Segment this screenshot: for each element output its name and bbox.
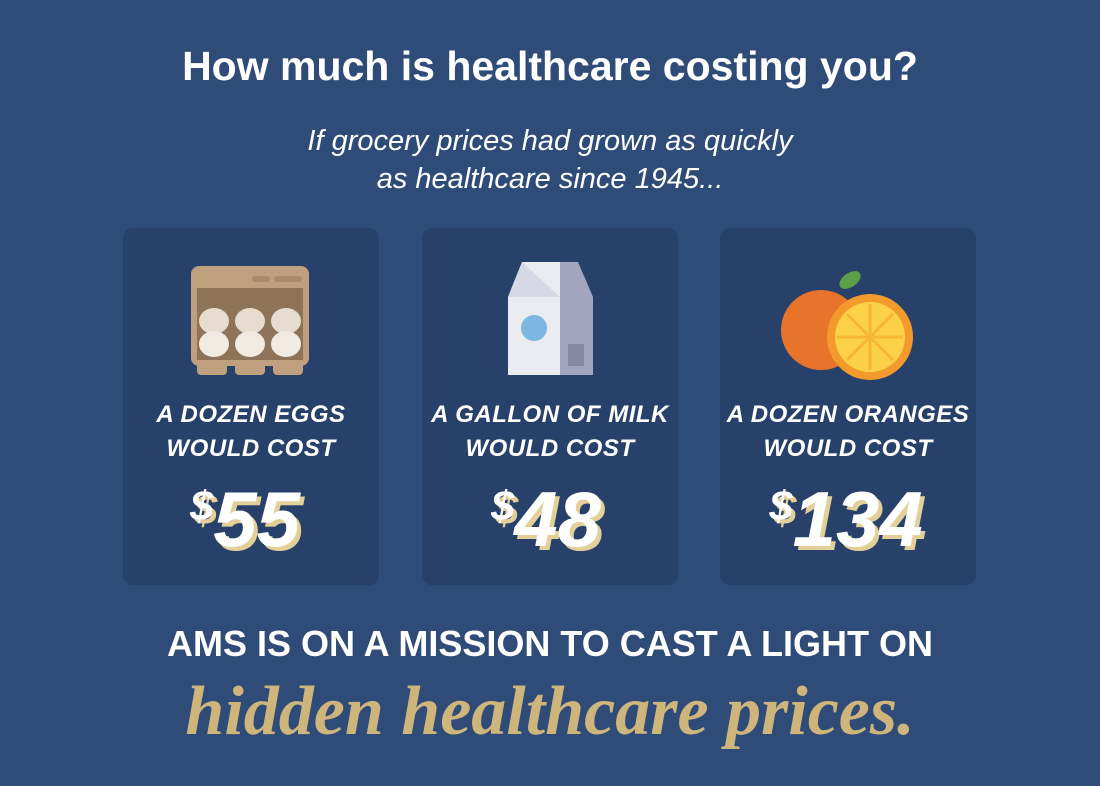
card [422,228,678,585]
card-label: A DOZEN EGGS [155,401,345,428]
currency: $ [490,482,515,529]
orange-icon [781,271,913,380]
currency: $ [768,482,793,529]
footer-statement: AMS IS ON A MISSION TO CAST A LIGHT ON [167,623,933,664]
title: How much is healthcare costing you? [182,43,918,89]
card-label: A DOZEN ORANGES [726,401,970,428]
card [123,228,379,585]
amount: 55 [213,475,301,563]
eggs-icon [191,266,309,375]
subtitle-line: If grocery prices had grown as quickly [307,125,794,157]
card-label: WOULD COST [466,435,637,462]
footer-script: hidden healthcare prices. [185,673,914,750]
card-label: A GALLON OF MILK [430,401,670,428]
price: $48 [490,475,602,563]
price: $134 [768,475,923,563]
card-label: WOULD COST [764,435,935,462]
amount: 48 [512,475,601,563]
milk-icon [508,262,593,375]
currency: $ [189,482,214,529]
subtitle-line: as healthcare since 1945... [377,163,724,195]
price: $55 [189,475,302,563]
card-label: WOULD COST [167,435,338,462]
amount: 134 [793,475,923,563]
